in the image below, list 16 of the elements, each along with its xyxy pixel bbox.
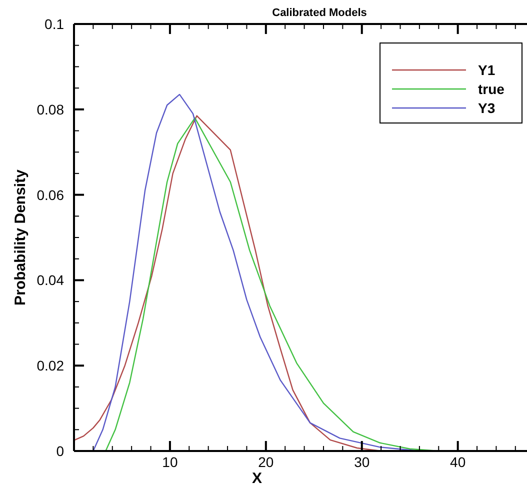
- text: Y1: [478, 62, 496, 78]
- x-axis-title: X: [252, 470, 262, 487]
- text: Y3: [478, 100, 496, 116]
- y-tick-label: 0.1: [44, 16, 64, 32]
- y-tick-label: 0.02: [36, 358, 64, 374]
- y-axis-title: Probability Density: [12, 168, 29, 306]
- text: true: [478, 81, 505, 97]
- x-tick-label: 10: [162, 454, 178, 470]
- y-tick-label: 0.04: [36, 272, 64, 288]
- chart-title: Calibrated Models: [272, 7, 367, 19]
- y-tick-label: 0.06: [36, 186, 64, 203]
- x-tick-label: 30: [354, 454, 370, 470]
- y-tick-label: 0.08: [36, 101, 64, 118]
- y-tick-label: 0: [56, 443, 64, 459]
- x-tick-label: 20: [258, 454, 274, 470]
- x-tick-label: 40: [450, 454, 466, 470]
